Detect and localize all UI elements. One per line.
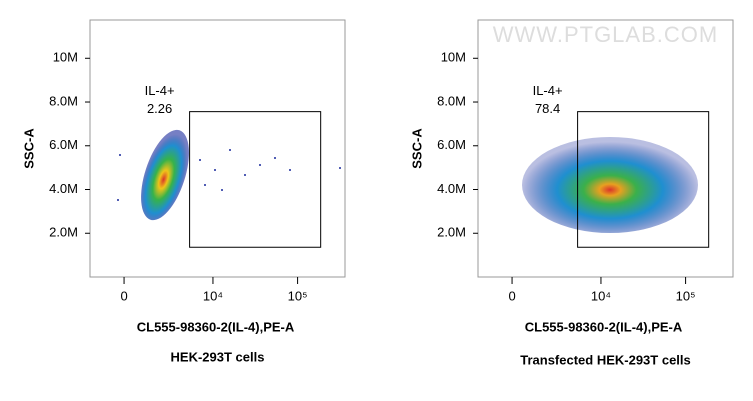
gate <box>577 111 710 248</box>
caption: HEK-293T cells <box>171 349 265 364</box>
y-tick-label: 2.0M <box>49 225 78 240</box>
gate-label: IL-4+ <box>145 83 175 98</box>
x-tick-label: 10⁴ <box>203 288 223 303</box>
y-tick-label: 4.0M <box>437 181 466 196</box>
x-tick-label: 0 <box>120 288 127 303</box>
watermark: WWW.PTGLAB.COM <box>493 22 718 47</box>
x-axis-title: CL555-98360-2(IL-4),PE-A <box>137 319 295 334</box>
caption: Transfected HEK-293T cells <box>520 352 691 367</box>
x-tick-label: 10⁵ <box>676 288 696 303</box>
plot-frame <box>477 19 734 278</box>
gate-label: IL-4+ <box>533 83 563 98</box>
y-tick-label: 6.0M <box>49 137 78 152</box>
y-tick-label: 8.0M <box>49 93 78 108</box>
y-axis-title: SSC-A <box>409 128 424 169</box>
x-tick-label: 0 <box>508 288 515 303</box>
x-axis-title: CL555-98360-2(IL-4),PE-A <box>525 319 683 334</box>
event-cloud <box>522 137 698 233</box>
event-cloud <box>141 129 189 221</box>
y-tick-label: 10M <box>441 50 466 65</box>
gate-percent: 78.4 <box>535 101 560 116</box>
sparse-events <box>117 149 341 201</box>
y-tick-label: 10M <box>53 50 78 65</box>
y-tick-label: 6.0M <box>437 137 466 152</box>
plot-frame <box>89 19 346 278</box>
gate <box>189 111 322 248</box>
x-tick-label: 10⁵ <box>288 288 308 303</box>
y-tick-label: 8.0M <box>437 93 466 108</box>
y-tick-label: 2.0M <box>437 225 466 240</box>
x-tick-label: 10⁴ <box>591 288 611 303</box>
y-axis-title: SSC-A <box>21 128 36 169</box>
y-tick-label: 4.0M <box>49 181 78 196</box>
gate-percent: 2.26 <box>147 101 172 116</box>
